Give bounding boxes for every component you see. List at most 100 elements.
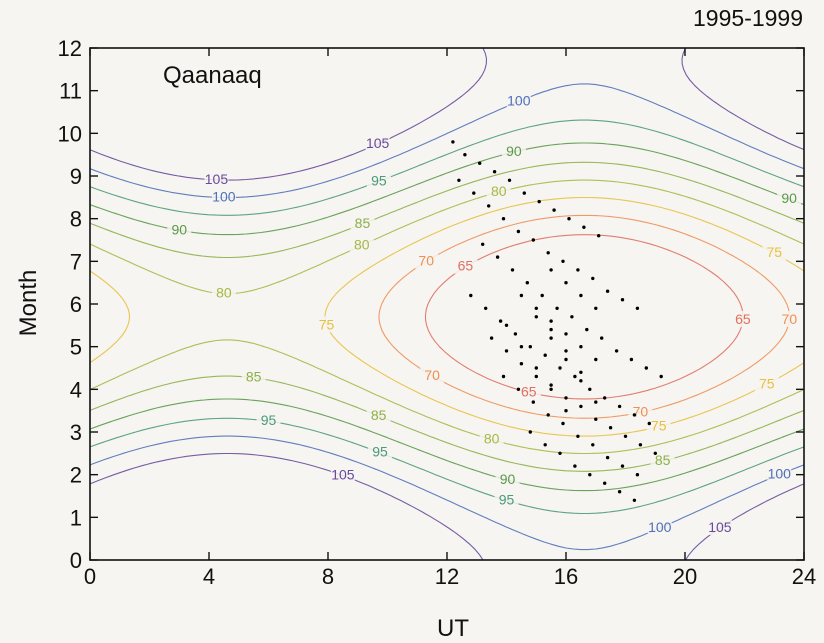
data-point bbox=[561, 259, 565, 263]
data-point bbox=[528, 430, 532, 434]
data-point bbox=[558, 366, 562, 370]
data-point bbox=[617, 490, 622, 494]
data-point bbox=[549, 319, 553, 323]
y-tick-label: 9 bbox=[70, 164, 82, 189]
data-point bbox=[588, 473, 592, 477]
data-point bbox=[481, 242, 485, 246]
data-point bbox=[510, 268, 515, 272]
contour-label-bg bbox=[777, 311, 802, 327]
x-tick-label: 0 bbox=[84, 564, 96, 589]
data-point bbox=[525, 281, 529, 285]
data-point bbox=[576, 268, 580, 272]
contour-label-bg bbox=[211, 284, 236, 301]
data-point bbox=[617, 404, 622, 409]
data-point bbox=[585, 327, 589, 332]
data-point bbox=[516, 387, 521, 391]
contour-95 bbox=[89, 119, 805, 515]
y-tick-label: 6 bbox=[70, 292, 82, 317]
data-point bbox=[579, 379, 583, 383]
contour-label-95: 95 bbox=[371, 172, 387, 188]
contour-label-90: 90 bbox=[506, 143, 522, 159]
contour-label-bg bbox=[204, 170, 229, 187]
data-point bbox=[507, 178, 512, 182]
contour-label-75: 75 bbox=[319, 316, 335, 332]
data-point bbox=[504, 349, 509, 353]
contour-label-bg bbox=[366, 407, 391, 423]
data-point bbox=[567, 217, 571, 221]
data-point bbox=[603, 396, 607, 400]
data-point bbox=[546, 413, 550, 417]
data-point bbox=[519, 362, 524, 366]
contour-label-bg bbox=[330, 466, 355, 483]
data-point bbox=[600, 336, 604, 340]
contour-label-105: 105 bbox=[708, 519, 732, 535]
contour-label-80: 80 bbox=[491, 183, 507, 199]
data-point bbox=[561, 421, 565, 426]
contour-label-bg bbox=[314, 316, 339, 333]
plot-frame bbox=[89, 47, 805, 561]
y-tick-label: 10 bbox=[58, 121, 82, 146]
contour-label-105: 105 bbox=[366, 135, 390, 151]
contour-75 bbox=[89, 196, 805, 437]
data-point bbox=[546, 251, 550, 255]
contour-label-65: 65 bbox=[458, 258, 474, 274]
contour-label-bg bbox=[506, 92, 531, 109]
contour-70 bbox=[378, 214, 790, 419]
data-point bbox=[632, 498, 637, 502]
data-point bbox=[564, 281, 568, 285]
data-point bbox=[534, 374, 538, 379]
contour-85 bbox=[89, 161, 805, 472]
y-tick-label: 12 bbox=[58, 36, 82, 61]
contour-label-bg bbox=[365, 135, 390, 151]
contour-label-85: 85 bbox=[246, 369, 262, 385]
data-point bbox=[638, 443, 643, 447]
data-point bbox=[582, 225, 586, 229]
contour-label-bg bbox=[767, 465, 792, 482]
data-point bbox=[540, 293, 544, 298]
data-point bbox=[543, 443, 547, 447]
chart-title: 1995-1999 bbox=[693, 5, 803, 31]
contour-90 bbox=[89, 142, 805, 492]
axis-ticks bbox=[89, 47, 805, 561]
data-point bbox=[647, 421, 651, 426]
contour-label-bg bbox=[349, 236, 374, 253]
contour-label-bg bbox=[211, 188, 236, 205]
data-point bbox=[605, 455, 610, 460]
contour-label-65: 65 bbox=[521, 383, 537, 399]
contour-label-bg bbox=[414, 252, 439, 269]
data-point bbox=[579, 404, 583, 409]
contour-label-85: 85 bbox=[371, 407, 387, 423]
contour-label-75: 75 bbox=[759, 375, 775, 391]
data-point bbox=[489, 336, 494, 340]
contour-label-bg bbox=[366, 172, 391, 189]
x-tick-label: 8 bbox=[322, 564, 334, 589]
data-point bbox=[549, 268, 553, 272]
data-point bbox=[487, 204, 491, 208]
data-point bbox=[594, 306, 598, 310]
data-point bbox=[564, 332, 568, 336]
pcn-scatter-points bbox=[451, 140, 663, 502]
contour-label-105: 105 bbox=[205, 171, 229, 187]
data-point bbox=[597, 234, 601, 238]
data-point bbox=[501, 217, 506, 221]
contour-labels: 6565657070707075757575808080808585858590… bbox=[167, 92, 802, 535]
y-tick-label: 8 bbox=[70, 207, 82, 232]
data-point bbox=[579, 345, 583, 349]
y-tick-label: 1 bbox=[70, 505, 82, 530]
data-point bbox=[594, 357, 598, 362]
y-tick-label: 4 bbox=[70, 377, 82, 402]
contour-label-100: 100 bbox=[507, 92, 531, 108]
data-point bbox=[534, 315, 538, 319]
data-point bbox=[653, 451, 657, 455]
contour-80 bbox=[89, 179, 805, 455]
contour-label-bg bbox=[762, 244, 787, 261]
contour-100 bbox=[89, 83, 805, 551]
data-point bbox=[591, 276, 595, 281]
contour-label-bg bbox=[350, 215, 375, 231]
data-point bbox=[531, 400, 535, 404]
data-point bbox=[629, 357, 634, 362]
contour-label-80: 80 bbox=[484, 431, 500, 447]
data-point bbox=[594, 400, 598, 404]
